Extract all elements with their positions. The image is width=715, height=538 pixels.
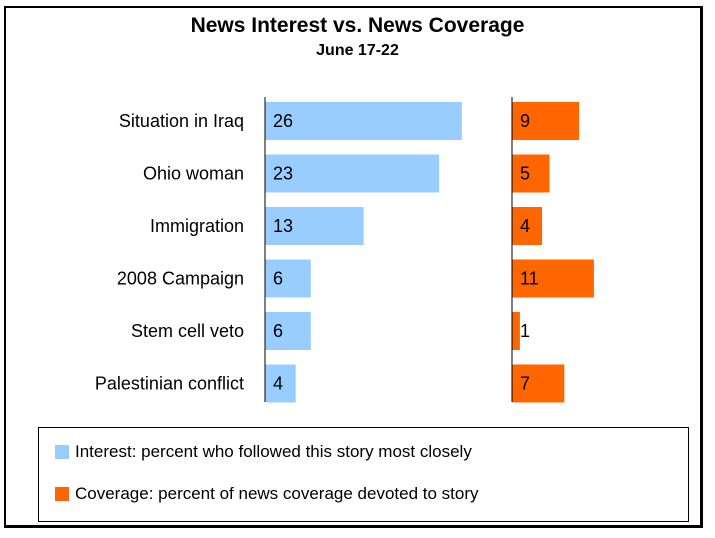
- interest-bar: [265, 312, 311, 350]
- interest-bar: [265, 207, 364, 245]
- interest-bar: [265, 364, 296, 403]
- category-label: Palestinian conflict: [95, 374, 244, 394]
- interest-value-label: 6: [273, 269, 283, 289]
- interest-value-label: 4: [273, 374, 283, 394]
- coverage-value-label: 5: [520, 164, 530, 184]
- interest-bar: [265, 154, 440, 193]
- coverage-value-label: 1: [520, 321, 530, 341]
- chart-title: News Interest vs. News Coverage: [190, 14, 525, 37]
- coverage-value-label: 9: [520, 111, 530, 131]
- interest-value-label: 13: [273, 216, 293, 236]
- category-label: 2008 Campaign: [117, 269, 244, 289]
- coverage-bar: [512, 207, 543, 245]
- coverage-bar: [512, 364, 565, 403]
- category-label: Stem cell veto: [131, 321, 244, 341]
- coverage-value-label: 4: [520, 216, 530, 236]
- interest-value-label: 26: [273, 111, 293, 131]
- legend-label-interest: Interest: percent who followed this stor…: [75, 442, 472, 461]
- coverage-bar: [512, 312, 520, 350]
- legend-item-coverage: Coverage: percent of news coverage devot…: [55, 484, 479, 504]
- legend-swatch-coverage: [55, 487, 69, 501]
- interest-bar: [265, 102, 462, 140]
- category-label: Ohio woman: [143, 164, 244, 184]
- interest-value-label: 6: [273, 321, 283, 341]
- chart-subtitle: June 17-22: [316, 42, 399, 59]
- interest-value-label: 23: [273, 164, 293, 184]
- legend: Interest: percent who followed this stor…: [38, 427, 689, 522]
- coverage-bar: [512, 102, 580, 140]
- coverage-value-label: 7: [520, 374, 530, 394]
- category-label: Immigration: [150, 216, 244, 236]
- legend-label-coverage: Coverage: percent of news coverage devot…: [75, 484, 479, 503]
- legend-swatch-interest: [55, 445, 69, 459]
- legend-item-interest: Interest: percent who followed this stor…: [55, 442, 472, 462]
- coverage-bar: [512, 154, 550, 193]
- coverage-value-label: 11: [520, 269, 539, 289]
- coverage-bar: [512, 259, 594, 298]
- category-label: Situation in Iraq: [119, 111, 244, 131]
- interest-bar: [265, 259, 311, 298]
